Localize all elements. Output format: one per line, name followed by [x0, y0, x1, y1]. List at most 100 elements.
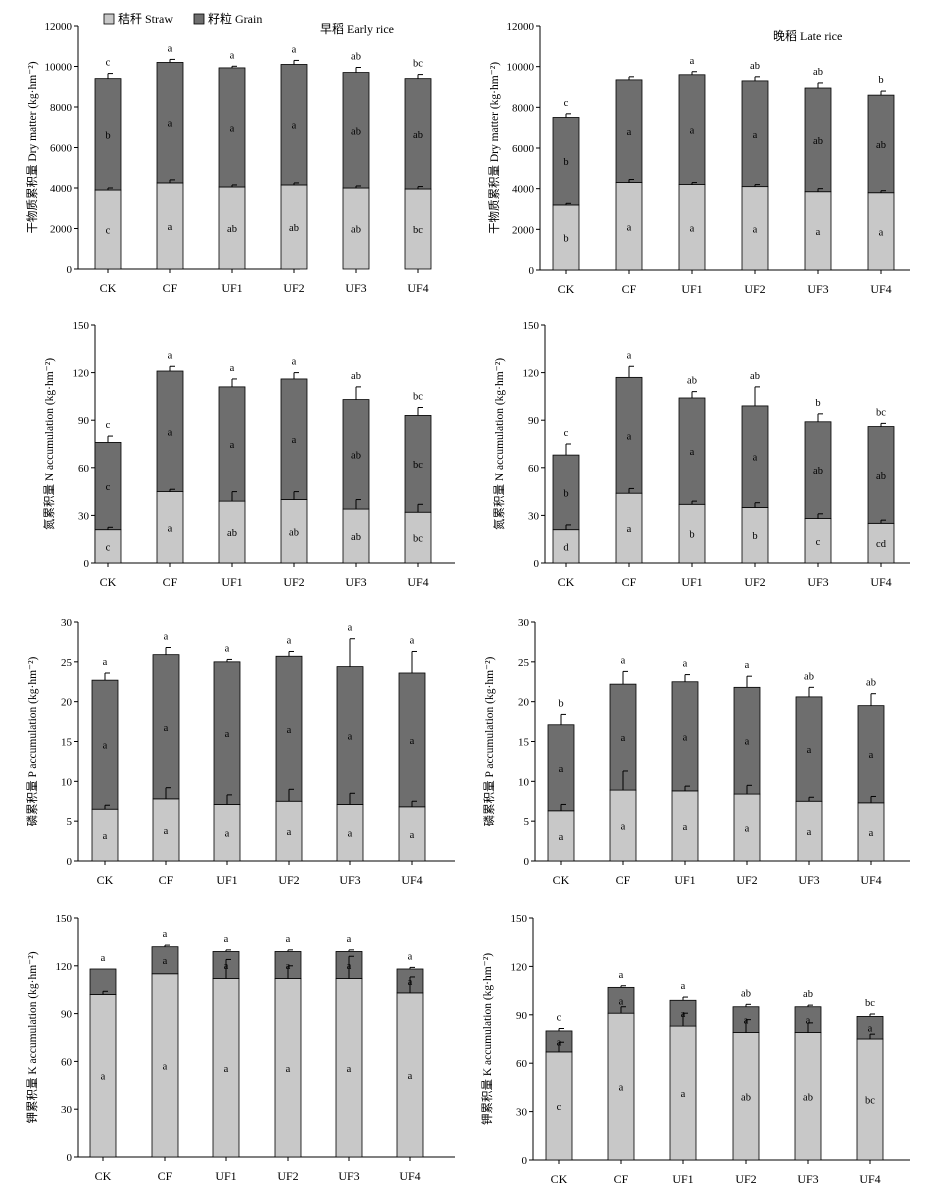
- sig-label-total: a: [347, 934, 352, 945]
- bar-straw-UF1: [218, 500, 246, 564]
- bar-straw-UF3: [804, 518, 832, 564]
- bar-straw-UF3: [342, 187, 370, 270]
- y-tick-label: 25: [518, 657, 530, 669]
- bar-grain-UF3: [336, 666, 364, 805]
- bar-grain-CF: [151, 946, 179, 975]
- sig-label-total: ab: [866, 678, 876, 689]
- y-tick-label: 30: [528, 510, 540, 522]
- sig-label-total: a: [627, 350, 632, 361]
- bar-straw-UF3: [342, 508, 370, 564]
- bar-straw-CF: [151, 973, 179, 1158]
- bar-grain-UF1: [678, 397, 706, 505]
- x-tick-label: UF1: [674, 873, 695, 887]
- y-axis-title: 干物质累积量 Dry matter (kg·hm⁻²): [25, 61, 39, 233]
- sig-label-grain: a: [347, 961, 352, 972]
- sig-label-grain: a: [410, 736, 415, 747]
- y-tick-label: 150: [523, 320, 540, 332]
- x-tick-label: UF4: [407, 281, 428, 295]
- bar-straw-CF: [615, 492, 643, 564]
- y-tick-label: 5: [67, 816, 73, 828]
- sig-label-grain: a: [627, 431, 632, 442]
- bar-straw-CF: [156, 491, 184, 564]
- y-axis-title: 钾累积量 K accumulation (kg·hm⁻²): [25, 951, 39, 1123]
- bar-straw-CK: [89, 994, 117, 1158]
- bar-straw-UF3: [804, 191, 832, 271]
- bar-grain-CK: [552, 454, 580, 531]
- sig-label-straw: a: [168, 222, 173, 233]
- sig-label-total: a: [619, 970, 624, 981]
- sig-label-grain: a: [869, 750, 874, 761]
- sig-label-straw: a: [287, 827, 292, 838]
- sig-label-straw: a: [745, 824, 750, 835]
- sig-label-grain: ab: [813, 136, 823, 147]
- sig-label-total: a: [230, 363, 235, 374]
- sig-label-total: a: [168, 350, 173, 361]
- x-tick-label: CK: [100, 575, 117, 589]
- bar-straw-UF4: [404, 511, 432, 564]
- y-tick-label: 2000: [50, 224, 73, 236]
- bar-grain-UF2: [280, 378, 308, 500]
- sig-label-grain: ab: [351, 450, 361, 461]
- sig-label-grain: a: [683, 732, 688, 743]
- sig-label-grain: a: [744, 1016, 749, 1027]
- x-tick-label: UF4: [859, 1172, 880, 1186]
- bar-straw-UF1: [669, 1025, 697, 1161]
- y-tick-label: 150: [56, 913, 73, 925]
- bar-grain-UF4: [857, 705, 885, 804]
- legend-straw-label: 秸秆 Straw: [118, 12, 173, 26]
- y-axis-title: 干物质累积量 Dry matter (kg·hm⁻²): [487, 62, 501, 234]
- bar-grain-UF4: [404, 415, 432, 513]
- sig-label-straw: b: [752, 531, 757, 542]
- chart-panel-1: 0 2000 4000 6000 8000 10000 12000 干物质累积量 Dry ma…: [25, 21, 432, 295]
- y-tick-label: 8000: [50, 102, 73, 114]
- legend-grain-label: 籽粒 Grain: [208, 11, 262, 26]
- bar-grain-UF4: [404, 78, 432, 190]
- x-tick-label: UF1: [672, 1172, 693, 1186]
- bar-straw-CK: [545, 1051, 573, 1161]
- sig-label-grain: a: [621, 733, 626, 744]
- sig-label-straw: ab: [289, 223, 299, 234]
- bar-grain-CF: [152, 654, 180, 800]
- sig-label-total: ab: [687, 376, 697, 387]
- bar-straw-CF: [156, 182, 184, 270]
- y-tick-label: 0: [529, 265, 535, 277]
- sig-label-straw: a: [559, 832, 564, 843]
- x-tick-label: UF3: [338, 1169, 359, 1183]
- x-tick-label: CK: [558, 575, 575, 589]
- x-tick-label: UF3: [807, 575, 828, 589]
- sig-label-total: a: [408, 951, 413, 962]
- bar-grain-UF1: [678, 74, 706, 186]
- sig-label-grain: a: [286, 961, 291, 972]
- y-tick-label: 0: [84, 558, 90, 570]
- sig-label-grain: a: [348, 732, 353, 743]
- y-axis-title: 氮累积量 N accumulation (kg·hm⁻²): [42, 358, 56, 530]
- bar-straw-UF2: [741, 507, 769, 564]
- sig-label-grain: a: [690, 447, 695, 458]
- sig-label-straw: ab: [803, 1092, 813, 1103]
- sig-label-straw: c: [557, 1102, 562, 1113]
- bar-straw-UF1: [678, 184, 706, 271]
- y-tick-label: 30: [78, 510, 90, 522]
- y-tick-label: 5: [524, 816, 530, 828]
- bar-straw-CF: [609, 789, 637, 862]
- sig-label-total: ab: [351, 52, 361, 63]
- bar-grain-UF1: [213, 661, 241, 805]
- x-tick-label: UF4: [870, 575, 891, 589]
- sig-label-grain: bc: [413, 460, 423, 471]
- y-tick-label: 4000: [50, 183, 73, 195]
- x-tick-label: UF2: [744, 282, 765, 296]
- season-label-late: 晚稻 Late rice: [773, 29, 842, 43]
- y-tick-label: 15: [518, 737, 530, 749]
- bar-grain-UF4: [398, 672, 426, 808]
- y-tick-label: 0: [67, 264, 73, 276]
- sig-label-grain: a: [292, 435, 297, 446]
- sig-label-total: b: [878, 75, 883, 86]
- x-tick-label: UF1: [221, 575, 242, 589]
- sig-label-grain: b: [563, 488, 568, 499]
- y-tick-label: 20: [61, 697, 73, 709]
- bar-grain-UF2: [275, 655, 303, 802]
- sig-label-grain: a: [619, 996, 624, 1007]
- sig-label-straw: cd: [876, 539, 887, 550]
- y-tick-label: 0: [67, 856, 73, 868]
- sig-label-straw: a: [681, 1089, 686, 1100]
